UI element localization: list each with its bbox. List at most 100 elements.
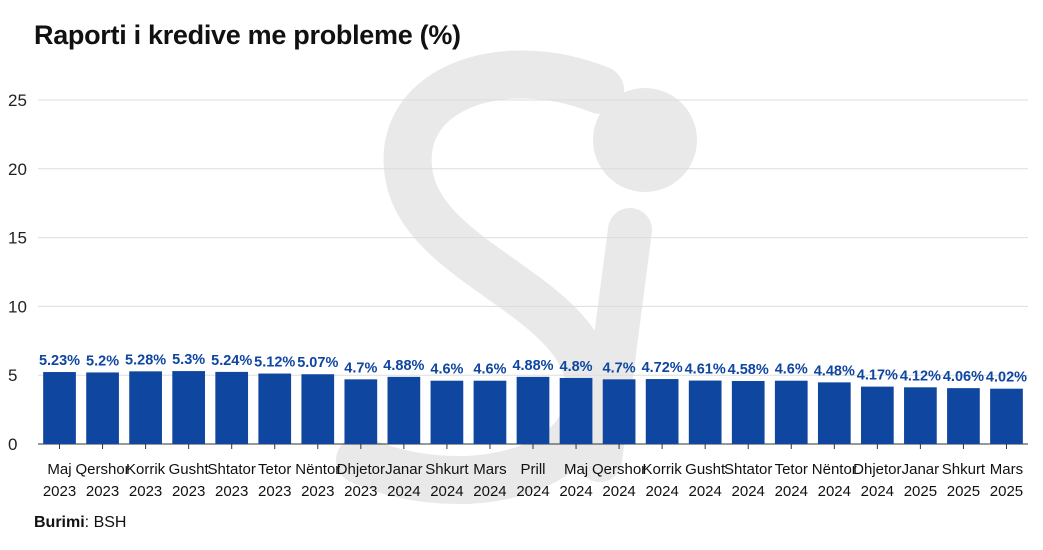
- data-label: 4.06%: [943, 369, 984, 385]
- x-tick-label-year: 2023: [86, 483, 119, 500]
- data-label: 5.24%: [211, 353, 252, 369]
- x-tick-label-month: Janar: [385, 461, 423, 478]
- x-tick-label-year: 2023: [172, 483, 205, 500]
- data-label: 4.7%: [603, 360, 636, 376]
- x-tick-label-year: 2024: [645, 483, 678, 500]
- data-label: 4.17%: [857, 368, 898, 384]
- data-label: 4.6%: [775, 362, 808, 378]
- bar: [947, 388, 980, 444]
- data-label: 4.02%: [986, 370, 1027, 386]
- data-label: 4.12%: [900, 368, 941, 384]
- x-tick-label-year: 2024: [732, 483, 765, 500]
- x-tick-label-year: 2024: [559, 483, 592, 500]
- data-label: 5.23%: [39, 353, 80, 369]
- y-tick-label: 25: [8, 91, 27, 110]
- bar: [86, 372, 119, 444]
- x-tick-label-month: Qershor: [592, 461, 646, 478]
- x-tick-label-month: Prill: [521, 461, 546, 478]
- x-tick-label-month: Mars: [990, 461, 1023, 478]
- bar: [817, 382, 851, 444]
- x-tick-label-month: Tetor: [775, 461, 808, 478]
- bar: [344, 379, 378, 444]
- bar: [301, 374, 335, 444]
- x-tick-label-year: 2024: [516, 483, 549, 500]
- x-tick-label-year: 2023: [215, 483, 248, 500]
- bar-chart: 05101520255.23%Maj20235.2%Qershor20235.2…: [8, 91, 1028, 500]
- x-tick-label-month: Shtator: [208, 461, 256, 478]
- x-tick-label-year: 2024: [387, 483, 420, 500]
- bar: [774, 380, 808, 444]
- bar: [602, 379, 636, 444]
- data-label: 5.12%: [254, 355, 295, 371]
- x-tick-label-year: 2025: [904, 483, 937, 500]
- x-tick-label-month: Shtator: [724, 461, 772, 478]
- x-tick-label-year: 2023: [43, 483, 76, 500]
- source-label: Burimi: [34, 514, 85, 531]
- bar: [172, 371, 206, 444]
- bar: [990, 388, 1023, 444]
- bar: [473, 380, 507, 444]
- x-tick-label-month: Dhjetor: [337, 461, 385, 478]
- bar: [688, 380, 722, 444]
- y-tick-label: 5: [8, 366, 17, 385]
- x-tick-label-month: Janar: [902, 461, 940, 478]
- data-label: 5.2%: [86, 353, 119, 369]
- bar: [387, 376, 421, 444]
- data-label: 4.58%: [728, 362, 769, 378]
- x-tick-label-month: Gusht: [685, 461, 726, 478]
- bar: [129, 371, 162, 444]
- bar: [43, 372, 76, 444]
- x-tick-label-month: Qershor: [75, 461, 129, 478]
- data-label: 4.8%: [560, 359, 593, 375]
- x-tick-label-year: 2023: [129, 483, 162, 500]
- data-label: 4.48%: [814, 363, 855, 379]
- y-tick-label: 0: [8, 435, 17, 454]
- x-tick-label-month: Mars: [473, 461, 506, 478]
- x-tick-label-year: 2024: [688, 483, 721, 500]
- data-label: 4.61%: [685, 362, 726, 378]
- x-tick-label-month: Nëntor: [295, 461, 340, 478]
- x-tick-label-year: 2024: [818, 483, 851, 500]
- bar: [731, 380, 765, 444]
- data-label: 5.07%: [297, 355, 338, 371]
- bar: [258, 373, 292, 444]
- chart-title: Raporti i kredive me probleme (%): [34, 20, 461, 50]
- source-value: : BSH: [84, 514, 127, 531]
- x-tick-label-month: Dhjetor: [853, 461, 901, 478]
- data-label: 4.88%: [383, 358, 424, 374]
- x-tick-label-month: Nëntor: [812, 461, 857, 478]
- data-label: 4.72%: [642, 360, 683, 376]
- x-tick-label-year: 2024: [861, 483, 894, 500]
- bar: [215, 371, 249, 444]
- x-tick-label-year: 2025: [947, 483, 980, 500]
- x-tick-label-month: Tetor: [258, 461, 291, 478]
- x-tick-label-month: Korrik: [643, 461, 683, 478]
- source-note: Burimi: BSH: [34, 514, 126, 532]
- data-label: 4.6%: [430, 362, 463, 378]
- y-tick-label: 10: [8, 297, 27, 316]
- x-tick-label-year: 2025: [990, 483, 1023, 500]
- x-tick-label-month: Shkurt: [942, 461, 986, 478]
- x-tick-label-month: Maj: [564, 461, 588, 478]
- bar: [645, 379, 679, 444]
- data-label: 4.6%: [473, 362, 506, 378]
- x-tick-label-year: 2023: [258, 483, 291, 500]
- bar: [559, 377, 593, 444]
- x-tick-label-year: 2024: [602, 483, 635, 500]
- x-tick-label-month: Shkurt: [425, 461, 469, 478]
- x-tick-label-year: 2024: [473, 483, 506, 500]
- x-tick-label-year: 2023: [301, 483, 334, 500]
- x-tick-label-month: Korrik: [126, 461, 166, 478]
- data-label: 5.3%: [172, 352, 205, 368]
- bar: [904, 387, 937, 444]
- x-tick-label-year: 2024: [775, 483, 808, 500]
- x-tick-label-year: 2023: [344, 483, 377, 500]
- data-label: 4.7%: [344, 360, 377, 376]
- bar: [516, 376, 550, 444]
- bar: [860, 386, 894, 444]
- y-tick-label: 15: [8, 229, 27, 248]
- data-label: 5.28%: [125, 352, 166, 368]
- x-tick-label-month: Maj: [47, 461, 71, 478]
- x-tick-label-year: 2024: [430, 483, 463, 500]
- bar: [430, 380, 464, 444]
